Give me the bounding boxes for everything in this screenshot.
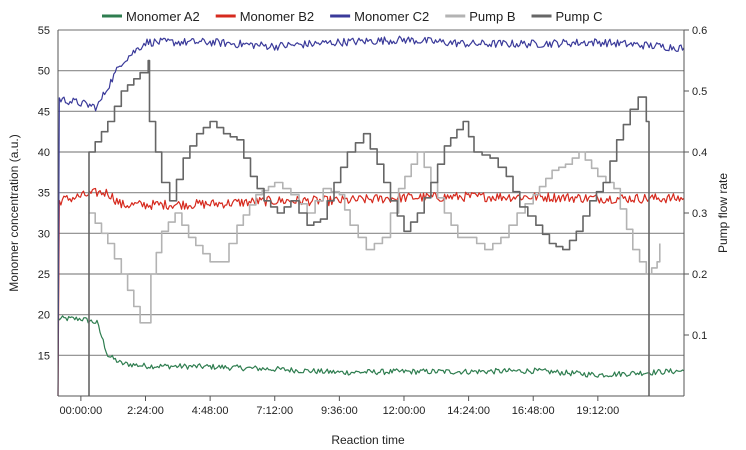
x-axis-title: Reaction time	[331, 433, 405, 447]
right-tick-label: 0.3	[692, 208, 707, 220]
x-tick-label: 4:48:00	[192, 405, 229, 417]
series-line-monomer-c2	[57, 35, 685, 397]
left-tick-label: 25	[38, 269, 50, 281]
left-tick-label: 30	[38, 228, 50, 240]
left-axis-title: Monomer concentration (a.u.)	[7, 134, 21, 291]
series-line-monomer-a2	[57, 315, 685, 378]
left-tick-label: 50	[38, 66, 50, 78]
left-tick-label: 40	[38, 147, 50, 159]
x-tick-label: 16:48:00	[512, 405, 555, 417]
legend-label-pump-c: Pump C	[556, 9, 603, 24]
x-tick-label: 12:00:00	[383, 405, 426, 417]
left-tick-label: 20	[38, 310, 50, 322]
right-tick-label: 0.5	[692, 86, 707, 98]
x-tick-label: 14:24:00	[447, 405, 490, 417]
x-tick-label: 00:00:00	[59, 405, 102, 417]
x-tick-label: 9:36:00	[321, 405, 358, 417]
right-tick-label: 0.6	[692, 25, 707, 37]
legend: Monomer A2 Monomer B2 Monomer C2 Pump B Pump…	[102, 9, 602, 24]
right-tick-label: 0.1	[692, 330, 707, 342]
series-line-monomer-b2	[57, 187, 685, 397]
right-tick-label: 0.4	[692, 147, 707, 159]
legend-label-monomer-c2: Monomer C2	[354, 9, 429, 24]
left-tick-label: 45	[38, 106, 50, 118]
right-tick-label: 0.2	[692, 269, 707, 281]
x-axis-ticks: 00:00:00 2:24:00 4:48:00 7:12:00 9:36:00 12:0…	[59, 396, 619, 417]
series-layer	[57, 35, 685, 397]
x-tick-label: 19:12:00	[576, 405, 619, 417]
right-axis-ticks: 0.1 0.2 0.3 0.4 0.5 0.6	[684, 25, 707, 342]
x-tick-label: 7:12:00	[256, 405, 293, 417]
legend-label-monomer-b2: Monomer B2	[240, 9, 314, 24]
series-line-pump-b	[89, 151, 661, 324]
right-axis-title: Pump flow rate	[716, 173, 730, 253]
legend-label-pump-b: Pump B	[469, 9, 515, 24]
legend-label-monomer-a2: Monomer A2	[126, 9, 200, 24]
left-axis-ticks: 15 20 25 30 35 40 45 50 55	[38, 25, 50, 362]
left-tick-label: 35	[38, 188, 50, 200]
series-line-pump-c	[88, 59, 650, 396]
left-tick-label: 55	[38, 25, 50, 37]
left-tick-label: 15	[38, 350, 50, 362]
gridlines	[58, 29, 684, 356]
x-tick-label: 2:24:00	[127, 405, 164, 417]
